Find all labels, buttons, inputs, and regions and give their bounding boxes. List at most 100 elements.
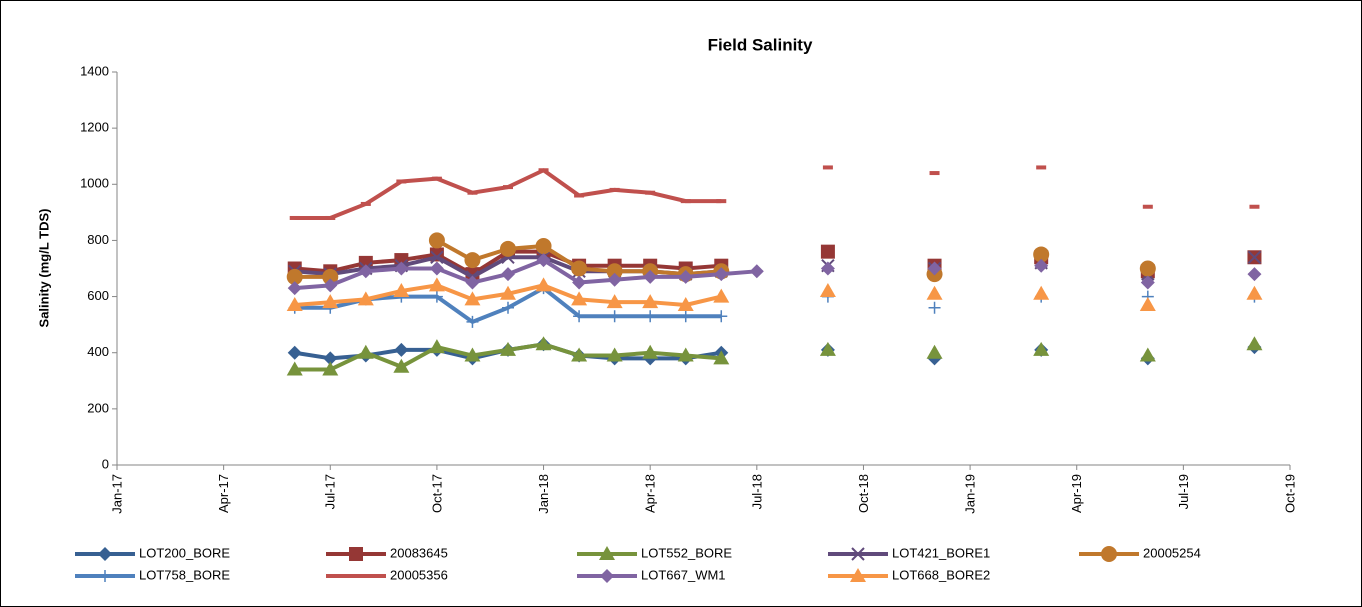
x-tick-label: Jan-17 bbox=[109, 474, 124, 514]
legend-item: 20083645 bbox=[326, 545, 448, 561]
marker bbox=[927, 261, 942, 276]
marker bbox=[286, 296, 303, 311]
marker bbox=[360, 201, 371, 206]
marker bbox=[287, 345, 302, 360]
marker bbox=[538, 168, 549, 173]
x-tick-label: Apr-19 bbox=[1069, 474, 1084, 513]
marker bbox=[1142, 204, 1153, 209]
marker bbox=[323, 278, 338, 293]
marker bbox=[749, 264, 764, 279]
marker bbox=[599, 546, 615, 560]
marker bbox=[1247, 250, 1262, 264]
marker bbox=[536, 253, 551, 268]
legend-item: LOT421_BORE1 bbox=[828, 545, 990, 561]
marker bbox=[1249, 204, 1260, 209]
y-tick-label: 1400 bbox=[80, 63, 109, 78]
marker bbox=[349, 547, 363, 561]
marker bbox=[431, 176, 442, 181]
marker bbox=[357, 291, 374, 306]
marker bbox=[607, 272, 622, 287]
marker bbox=[1033, 285, 1050, 300]
marker bbox=[820, 261, 835, 276]
y-tick-label: 600 bbox=[87, 288, 109, 303]
marker bbox=[929, 171, 940, 176]
x-tick-label: Oct-17 bbox=[429, 474, 444, 513]
marker bbox=[465, 275, 480, 290]
marker bbox=[928, 301, 941, 314]
marker bbox=[500, 341, 516, 356]
x-tick-label: Jul-17 bbox=[323, 474, 338, 509]
y-tick-label: 0 bbox=[102, 456, 109, 471]
marker bbox=[464, 347, 481, 362]
marker bbox=[500, 285, 516, 300]
x-tick-label: Jan-19 bbox=[963, 474, 978, 514]
chart-title: Field Salinity bbox=[708, 35, 813, 54]
marker bbox=[1139, 347, 1156, 362]
legend-item: LOT758_BORE bbox=[75, 567, 230, 582]
marker bbox=[606, 263, 623, 280]
marker bbox=[394, 261, 409, 276]
marker bbox=[501, 267, 515, 282]
marker bbox=[535, 336, 552, 351]
x-tick-label: Apr-18 bbox=[643, 474, 658, 513]
marker bbox=[502, 301, 514, 314]
legend-label: LOT758_BORE bbox=[139, 567, 230, 582]
marker bbox=[1246, 285, 1263, 300]
marker bbox=[464, 291, 481, 306]
marker bbox=[1101, 546, 1117, 562]
marker bbox=[394, 342, 409, 357]
legend-item: 20005356 bbox=[326, 567, 448, 582]
marker bbox=[1033, 246, 1050, 263]
legend-label: LOT668_BORE2 bbox=[892, 567, 990, 582]
legend-label: 20005356 bbox=[390, 567, 448, 582]
marker bbox=[571, 260, 588, 277]
marker bbox=[851, 547, 865, 561]
marker bbox=[1140, 275, 1155, 290]
x-tick-label: Oct-18 bbox=[856, 474, 871, 513]
marker bbox=[679, 310, 692, 323]
marker bbox=[609, 187, 620, 192]
y-tick-label: 1000 bbox=[80, 176, 109, 191]
marker bbox=[430, 290, 443, 303]
legend-item: LOT668_BORE2 bbox=[828, 567, 990, 582]
marker bbox=[396, 179, 407, 184]
marker bbox=[572, 275, 587, 290]
marker bbox=[926, 344, 943, 359]
marker bbox=[430, 250, 444, 264]
y-tick-label: 800 bbox=[87, 232, 109, 247]
x-tick-label: Apr-17 bbox=[216, 474, 231, 513]
marker bbox=[323, 351, 338, 366]
marker bbox=[926, 285, 943, 300]
legend-item: 20005254 bbox=[1079, 545, 1201, 562]
marker bbox=[428, 232, 445, 249]
marker bbox=[464, 252, 481, 269]
legend-label: 20083645 bbox=[390, 545, 448, 560]
marker bbox=[428, 339, 445, 354]
marker bbox=[822, 165, 833, 170]
marker bbox=[1139, 260, 1156, 277]
marker bbox=[98, 547, 112, 561]
marker bbox=[714, 267, 729, 282]
marker bbox=[716, 199, 727, 204]
marker bbox=[393, 358, 410, 373]
marker bbox=[573, 310, 586, 323]
marker bbox=[287, 281, 302, 296]
marker bbox=[820, 244, 835, 259]
marker bbox=[644, 310, 657, 323]
x-tick-label: Jul-18 bbox=[749, 474, 764, 509]
marker bbox=[1246, 336, 1263, 351]
marker bbox=[645, 190, 656, 195]
marker bbox=[819, 282, 836, 297]
marker bbox=[289, 215, 300, 220]
marker bbox=[503, 185, 513, 190]
marker bbox=[466, 315, 479, 328]
marker bbox=[467, 190, 478, 195]
legend-label: LOT667_WM1 bbox=[641, 567, 726, 582]
marker bbox=[429, 247, 444, 262]
legend-label: LOT200_BORE bbox=[139, 545, 230, 560]
marker bbox=[393, 282, 410, 297]
legend-label: 20005254 bbox=[1143, 545, 1201, 560]
y-tick-label: 400 bbox=[87, 344, 109, 359]
marker bbox=[678, 269, 693, 284]
